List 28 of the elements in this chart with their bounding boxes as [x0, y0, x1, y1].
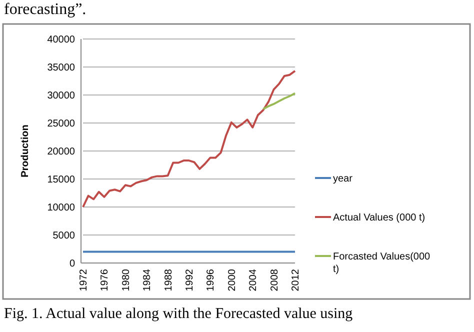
line-series — [82, 70, 296, 208]
y-tick-label: 0 — [69, 258, 76, 270]
x-tick-label: 1992 — [184, 268, 196, 292]
caption: Fig. 1. Actual value along with the Forecasted value using — [4, 306, 354, 322]
x-tick-label: 1972 — [78, 268, 90, 292]
x-tick-label: 1984 — [142, 268, 154, 292]
y-tick-label: 5000 — [52, 230, 76, 242]
y-tick-label: 40000 — [47, 34, 76, 46]
legend-label: Forcasted Values(000 t) — [333, 252, 431, 275]
x-tick-label: 2008 — [269, 268, 280, 292]
y-tick-label: 30000 — [47, 90, 76, 102]
y-tick-label: 10000 — [47, 202, 76, 214]
y-tick-label: 15000 — [47, 174, 76, 186]
x-tick-label: 1988 — [163, 268, 174, 292]
x-tick-label: 2012 — [290, 268, 302, 292]
y-tick-label: 25000 — [47, 118, 76, 130]
x-tick-label: 2004 — [248, 268, 260, 292]
y-tick-label: 20000 — [47, 146, 76, 158]
x-tick-label: 1980 — [120, 268, 132, 292]
y-tick-label: 35000 — [47, 62, 76, 74]
x-tick-label: 1976 — [100, 268, 111, 292]
legend-label: Actual Values (000 t) — [333, 212, 426, 224]
legend-label: year — [333, 174, 354, 184]
line-series — [262, 92, 296, 110]
x-tick-label: 2000 — [226, 268, 238, 292]
y-axis-title: Production — [20, 124, 31, 178]
x-tick-label: 1996 — [206, 268, 217, 292]
text: forecasting”. — [4, 1, 86, 18]
